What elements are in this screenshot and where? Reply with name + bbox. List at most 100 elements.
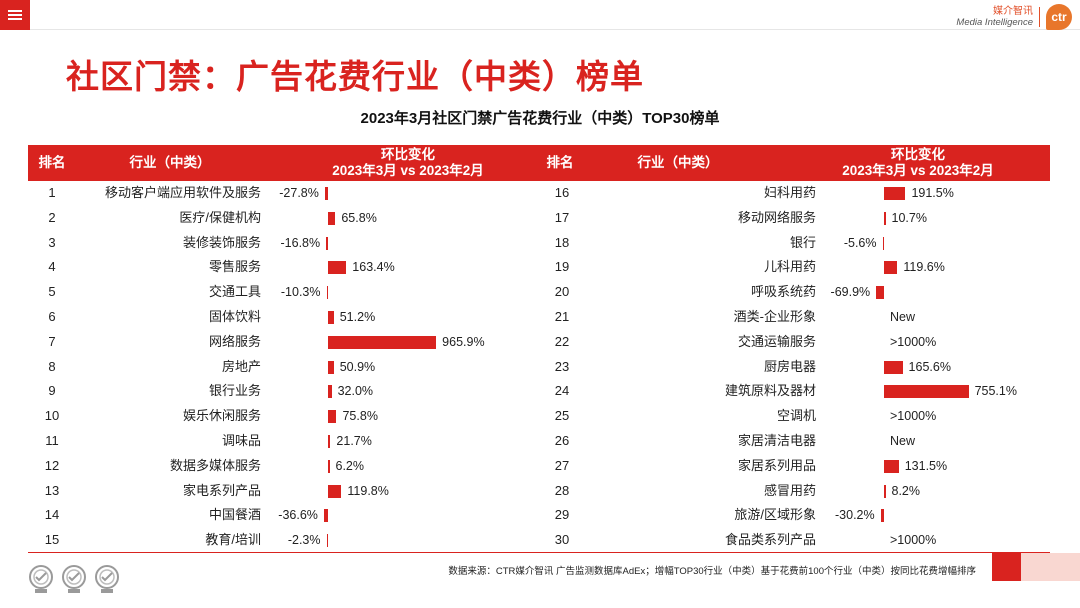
industry-label: 旅游/区域形象 [734,507,816,523]
header-change-right: 环比变化 2023年3月 vs 2023年2月 [828,145,1008,181]
change-value-label: -30.2% [835,508,875,523]
industry-label: 家电系列产品 [182,482,261,498]
rank-cell: 17 [554,209,570,225]
change-value-label: 191.5% [911,186,954,200]
industry-label: 数据多媒体服务 [169,457,261,473]
industry-label: 教育/培训 [205,532,261,548]
change-value-label: 119.8% [347,483,389,498]
source-note: 数据来源：CTR媒介智讯 广告监测数据库AdEx；增幅TOP30行业（中类）基于… [448,566,976,577]
change-bar [884,360,903,374]
industry-label: 儿科用药 [763,259,816,275]
rank-cell: 30 [554,532,570,548]
industry-label: 固体饮料 [208,309,261,324]
change-value-label: -5.6% [843,235,877,250]
change-bar [884,261,898,275]
change-value-label: New [890,434,916,448]
brand-separator [1039,7,1040,27]
industry-label: 家居系列用品 [737,457,816,473]
change-value-label: >1000% [890,334,937,349]
change-value-label: 51.2% [339,310,376,324]
industry-label: 装修装饰服务 [182,234,261,250]
industry-label: 移动客户端应用软件及服务 [104,185,261,200]
header-industry-left: 行业（中类） [129,155,211,170]
header-change-left-line2: 2023年3月 vs 2023年2月 [332,163,484,178]
change-bar [328,311,334,324]
change-value-label: 965.9% [442,334,485,349]
industry-label: 调味品 [221,433,261,448]
change-bar [884,385,969,399]
rank-cell: 20 [554,284,570,300]
rank-cell: 14 [44,507,60,523]
industry-label: 移动网络服务 [737,209,816,225]
rank-cell: 8 [48,358,56,374]
change-bar [880,509,884,523]
footer-accent-red [992,553,1021,581]
header-change-right-line2: 2023年3月 vs 2023年2月 [842,163,994,178]
change-bar [326,286,328,300]
header-change-left-line1: 环比变化 [381,147,435,162]
rank-cell: 16 [554,185,570,200]
change-bar [323,509,328,523]
change-value-label: New [890,310,916,324]
change-value-label: 119.6% [903,260,945,275]
change-bar [324,187,328,200]
change-value-label: 75.8% [342,409,378,424]
page-title: 社区门禁：广告花费行业（中类）榜单 [66,58,644,95]
rank-cell: 6 [48,309,56,324]
change-value-label: 165.6% [908,359,951,374]
rank-cell: 25 [554,408,570,424]
header-rank-left: 排名 [38,155,66,170]
rank-cell: 2 [48,209,56,225]
chart-title: 2023年3月社区门禁广告花费行业（中类）TOP30榜单 [360,110,720,127]
header-rank-right: 排名 [546,155,574,170]
rank-cell: 27 [554,457,570,473]
change-bar [876,286,884,300]
change-bar [328,435,331,448]
rank-cell: 7 [48,333,56,349]
ctr-logo-icon: ctr [1046,4,1072,30]
change-bar [328,211,336,225]
rank-cell: 22 [554,333,570,349]
change-value-label: >1000% [890,533,937,548]
change-value-label: -2.3% [287,533,321,548]
brand-name-cn: 媒介智讯 [993,6,1033,17]
change-bar [326,236,328,250]
change-value-label: 10.7% [891,210,927,225]
footer-accent-pink [1021,553,1080,581]
industry-label: 建筑原料及器材 [724,383,816,399]
rank-cell: 5 [48,284,56,300]
industry-label: 妇科用药 [763,185,816,200]
rank-cell: 24 [554,383,570,399]
change-value-label: 65.8% [341,210,377,225]
certification-seal-icon [29,565,53,593]
industry-label: 酒类-企业形象 [733,309,816,324]
change-value-label: -27.8% [279,186,319,200]
industry-label: 医疗/保健机构 [179,209,261,225]
rank-cell: 21 [554,309,570,324]
header-industry-right: 行业（中类） [637,155,719,170]
industry-label: 银行 [789,234,816,250]
industry-label: 零售服务 [208,259,261,275]
industry-label: 交通工具 [208,284,261,300]
rank-cell: 12 [44,457,60,473]
change-value-label: -69.9% [830,285,871,300]
hamburger-icon[interactable] [0,0,30,30]
change-bar [328,261,347,275]
industry-label: 厨房电器 [763,358,816,374]
industry-label: 娱乐休闲服务 [182,408,261,424]
change-value-label: >1000% [890,409,937,424]
rank-cell: 28 [554,482,570,498]
industry-label: 感冒用药 [763,482,816,498]
industry-label: 空调机 [776,408,816,424]
rank-cell: 29 [554,507,570,523]
rank-cell: 23 [554,358,570,374]
change-bar [328,410,337,424]
change-bar [882,236,884,250]
change-value-label: 6.2% [335,458,365,473]
industry-label: 房地产 [221,358,261,374]
industry-label: 家居清洁电器 [737,433,816,448]
change-value-label: 21.7% [336,434,372,448]
change-bar [884,187,906,200]
industry-label: 交通运输服务 [737,333,816,349]
industry-label: 网络服务 [208,333,261,349]
